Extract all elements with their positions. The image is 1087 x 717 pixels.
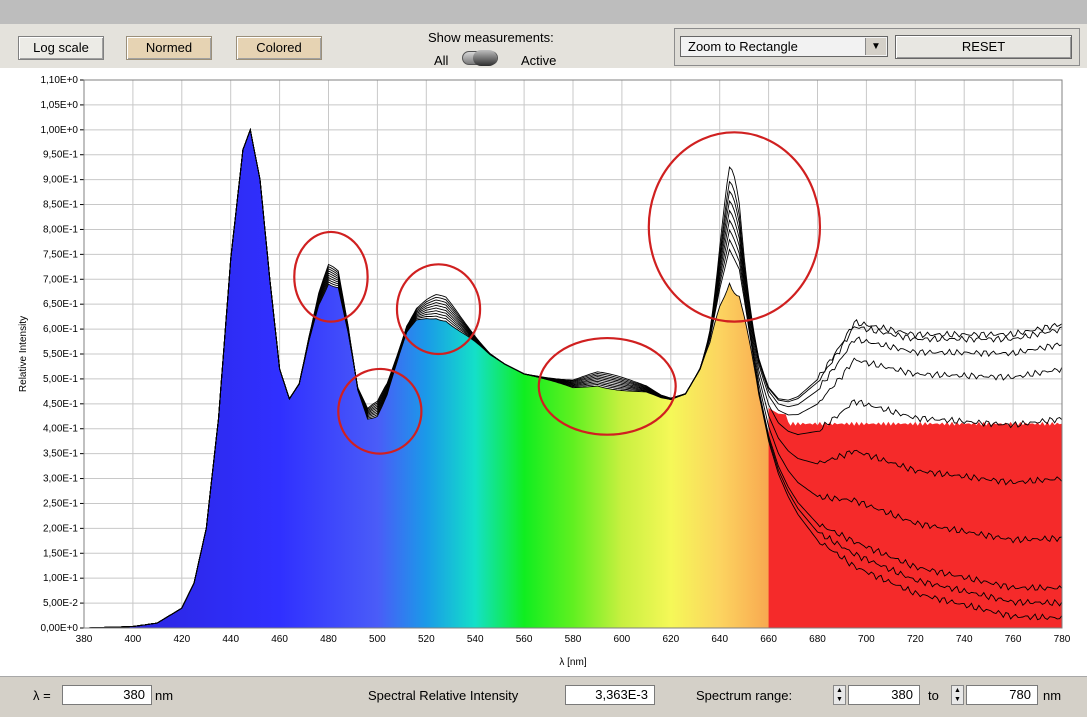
highlight-circle-peak-480 [293, 230, 369, 323]
x-tick-label: 540 [467, 634, 484, 645]
y-tick-label: 8,00E-1 [43, 224, 78, 235]
highlight-circle-shoulder-595 [537, 336, 677, 436]
x-tick-label: 760 [1005, 634, 1022, 645]
y-tick-label: 4,50E-1 [43, 399, 78, 410]
y-tick-label: 8,50E-1 [43, 200, 78, 211]
y-tick-label: 2,50E-1 [43, 498, 78, 509]
y-tick-label: 7,50E-1 [43, 249, 78, 260]
x-tick-label: 520 [418, 634, 435, 645]
x-tick-label: 640 [711, 634, 728, 645]
red-tail-fill [768, 408, 1062, 628]
chart-ticks: 380 400 420 440 460 480 500 520 540 560 580 600 620 6… [40, 75, 1070, 645]
normed-button[interactable]: Normed [126, 36, 212, 60]
y-tick-label: 1,05E+0 [40, 100, 78, 111]
x-tick-label: 740 [956, 634, 973, 645]
colored-button[interactable]: Colored [236, 36, 322, 60]
reset-button[interactable]: RESET [895, 35, 1072, 59]
spectrum-chart[interactable]: 380 400 420 440 460 480 500 520 540 560 580 600 620 6… [0, 68, 1087, 676]
intensity-label: Spectral Relative Intensity [368, 688, 519, 703]
y-tick-label: 9,00E-1 [43, 175, 78, 186]
highlight-circles [293, 131, 822, 455]
x-tick-label: 700 [858, 634, 875, 645]
intensity-value: 3,363E-3 [565, 685, 655, 705]
zoom-mode-value: Zoom to Rectangle [688, 39, 798, 54]
y-tick-label: 6,00E-1 [43, 324, 78, 335]
plot-frame [83, 79, 1063, 629]
x-tick-label: 780 [1054, 634, 1071, 645]
y-tick-label: 3,50E-1 [43, 449, 78, 460]
spectrum-range-label: Spectrum range: [696, 688, 793, 703]
highlight-circle-dip-500 [337, 367, 423, 455]
show-measurements-label: Show measurements: [428, 30, 554, 45]
y-tick-label: 0,00E+0 [40, 623, 78, 634]
range-from-stepper[interactable]: ▲ ▼ [833, 685, 846, 705]
y-tick-label: 5,00E-2 [43, 598, 78, 609]
toggle-knob[interactable] [473, 50, 497, 66]
spectra-curves [83, 128, 1063, 629]
x-tick-label: 480 [320, 634, 337, 645]
y-tick-label: 1,50E-1 [43, 548, 78, 559]
x-tick-label: 580 [565, 634, 582, 645]
x-tick-label: 400 [125, 634, 142, 645]
spectrum-fill-area [84, 129, 1062, 629]
y-tick-label: 7,00E-1 [43, 274, 78, 285]
y-tick-label: 2,00E-1 [43, 523, 78, 534]
toggle-active-label: Active [521, 53, 557, 68]
y-tick-label: 3,00E-1 [43, 474, 78, 485]
y-tick-label: 1,00E-1 [43, 573, 78, 584]
x-tick-label: 720 [907, 634, 924, 645]
range-unit: nm [1043, 688, 1062, 703]
y-tick-label: 5,00E-1 [43, 374, 78, 385]
range-from-input[interactable]: 380 [848, 685, 920, 705]
spectrum-curve [83, 128, 1063, 629]
zoom-mode-select[interactable]: Zoom to Rectangle ▼ [680, 36, 888, 57]
x-tick-label: 440 [222, 634, 239, 645]
toggle-all-label: All [434, 53, 449, 68]
range-to-stepper[interactable]: ▲ ▼ [951, 685, 964, 705]
x-tick-label: 660 [760, 634, 777, 645]
y-tick-label: 9,50E-1 [43, 150, 78, 161]
y-tick-label: 4,00E-1 [43, 424, 78, 435]
x-tick-label: 560 [516, 634, 533, 645]
highlight-circle-peak-645 [647, 131, 822, 323]
y-tick-label: 1,10E+0 [40, 75, 78, 86]
x-tick-label: 460 [271, 634, 288, 645]
y-tick-label: 5,50E-1 [43, 349, 78, 360]
range-to-label: to [928, 688, 939, 703]
lambda-unit: nm [155, 688, 174, 703]
y-tick-label: 1,00E+0 [40, 125, 78, 136]
x-tick-label: 420 [173, 634, 190, 645]
measurements-toggle[interactable] [462, 50, 498, 66]
window-top-strip [0, 0, 1087, 24]
y-axis-label: Relative Intensity [18, 316, 29, 392]
x-tick-label: 600 [614, 634, 631, 645]
range-to-input[interactable]: 780 [966, 685, 1038, 705]
y-tick-label: 6,50E-1 [43, 299, 78, 310]
highlight-circle-peak-525 [395, 263, 482, 356]
lambda-input[interactable]: 380 [62, 685, 152, 705]
x-tick-label: 620 [662, 634, 679, 645]
x-tick-label: 500 [369, 634, 386, 645]
x-tick-label: 380 [76, 634, 93, 645]
x-axis-label: λ [nm] [559, 657, 586, 668]
chevron-down-icon[interactable]: ▼ [865, 38, 886, 55]
x-tick-label: 680 [809, 634, 826, 645]
lambda-label: λ = [33, 688, 51, 703]
log-scale-button[interactable]: Log scale [18, 36, 104, 60]
